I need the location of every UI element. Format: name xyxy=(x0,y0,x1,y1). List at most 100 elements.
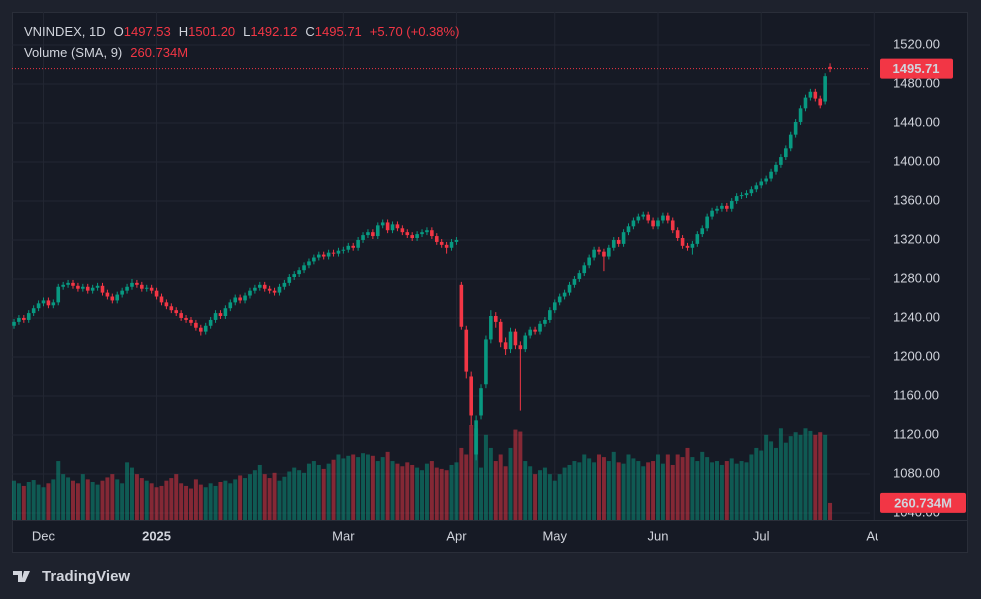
candle-body xyxy=(331,252,336,254)
volume-bar xyxy=(739,461,744,520)
low-value: 1492.12 xyxy=(250,24,297,39)
volume-bar xyxy=(823,434,828,520)
x-tick-label: 2025 xyxy=(142,528,171,543)
candle-body xyxy=(685,245,690,248)
candles xyxy=(12,63,832,461)
candle-body xyxy=(513,331,518,346)
volume-bar xyxy=(46,483,51,520)
candle-body xyxy=(754,185,759,190)
volume-bar xyxy=(803,428,808,520)
candle-body xyxy=(444,244,449,248)
volume-bar xyxy=(601,457,606,520)
candle-body xyxy=(587,257,591,266)
volume-bar xyxy=(287,471,292,520)
candle-body xyxy=(430,230,434,237)
candle-body xyxy=(562,292,567,297)
volume-bar xyxy=(783,442,788,520)
volume-bar xyxy=(351,454,356,520)
candle-body xyxy=(479,388,483,416)
volume-bar xyxy=(26,482,31,520)
volume-bar xyxy=(449,464,454,520)
volume-bar xyxy=(793,432,798,520)
logo: TradingView xyxy=(13,568,130,585)
change: +5.70 (+0.38%) xyxy=(370,24,460,39)
volume-bar xyxy=(444,470,449,520)
volume-bar xyxy=(798,434,803,520)
volume-bar xyxy=(297,470,302,520)
volume-bar xyxy=(100,480,105,520)
volume-bar xyxy=(380,457,385,520)
candle-body xyxy=(366,232,370,236)
y-tick-label: 1200.00 xyxy=(893,348,940,363)
symbol: VNINDEX, 1D xyxy=(24,24,106,39)
volume-bar xyxy=(95,484,100,520)
candle-body xyxy=(538,323,542,332)
candle-body xyxy=(199,327,203,332)
candle-body xyxy=(720,205,724,209)
candle-body xyxy=(484,339,488,385)
volume-bar xyxy=(420,470,425,520)
volume-bar xyxy=(616,462,621,520)
y-tick-label: 1480.00 xyxy=(893,75,940,90)
candle-body xyxy=(700,228,705,235)
volume-bar xyxy=(410,464,415,520)
candle-body xyxy=(557,296,562,303)
volume-bar xyxy=(390,461,395,520)
volume-bar xyxy=(306,463,311,520)
volume-bar xyxy=(228,483,233,520)
volume-bar xyxy=(479,467,484,520)
candle-body xyxy=(459,284,464,327)
candle-body xyxy=(233,297,238,303)
candle-body xyxy=(85,286,90,291)
volume-bar xyxy=(356,457,361,520)
volume-bar xyxy=(769,441,774,520)
volume-bar xyxy=(744,462,749,520)
candle-body xyxy=(390,224,395,231)
candle-body xyxy=(169,306,174,311)
candle-body xyxy=(774,164,778,172)
volume-bar xyxy=(134,474,139,520)
candle-body xyxy=(105,292,110,297)
volume-bar xyxy=(749,454,754,520)
candle-body xyxy=(120,290,124,295)
volume-bar xyxy=(690,457,695,520)
candle-body xyxy=(680,238,685,246)
candle-body xyxy=(793,121,798,135)
volume-bar xyxy=(641,466,646,520)
volume-bar xyxy=(724,461,729,520)
candle-body xyxy=(110,296,115,301)
candle-body xyxy=(784,148,788,158)
candle-body xyxy=(375,225,380,237)
candle-body xyxy=(675,230,680,239)
y-tick-label: 1080.00 xyxy=(893,465,940,480)
candle-body xyxy=(705,216,709,229)
volume-bar xyxy=(572,461,577,520)
volume-bar xyxy=(528,466,533,520)
candle-body xyxy=(361,235,365,240)
candle-body xyxy=(474,420,478,455)
volume-bar xyxy=(120,483,125,520)
high-value: 1501.20 xyxy=(188,24,235,39)
candle-body xyxy=(454,239,459,242)
x-tick-label: Jul xyxy=(753,528,770,543)
candle-body xyxy=(405,232,410,236)
volume-bar xyxy=(434,467,439,520)
volume-bar xyxy=(626,454,631,520)
volume-bar xyxy=(346,455,351,520)
candle-body xyxy=(597,249,601,252)
candle-body xyxy=(262,284,267,289)
candle-body xyxy=(218,313,223,317)
volume-bar xyxy=(365,454,370,520)
volume-bar xyxy=(557,474,562,520)
volume-bar xyxy=(198,484,203,520)
volume-bar xyxy=(592,462,597,520)
candle-body xyxy=(503,342,508,350)
x-tick-label: Au xyxy=(866,528,882,543)
candle-body xyxy=(56,286,61,303)
volume-bar xyxy=(252,470,257,520)
candle-body xyxy=(666,215,670,221)
candle-body xyxy=(228,302,233,309)
candle-body xyxy=(336,250,341,254)
candle-body xyxy=(194,322,198,328)
candle-body xyxy=(803,97,808,109)
